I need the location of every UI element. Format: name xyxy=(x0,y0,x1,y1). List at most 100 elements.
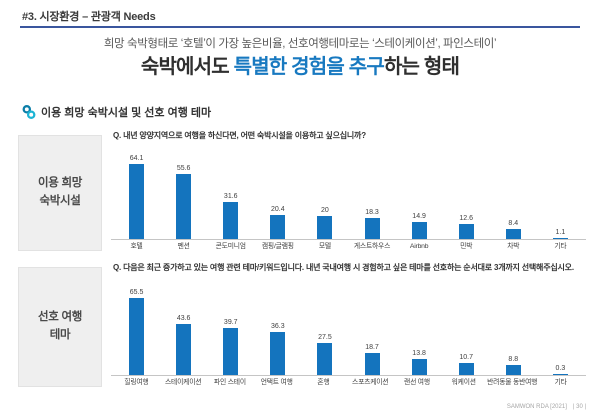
bar xyxy=(129,163,145,240)
chart-body: Q. 다음은 최근 증가하고 있는 여행 관련 테마/키워드입니다. 내년 국내… xyxy=(111,261,586,387)
title-suffix: 하는 형태 xyxy=(383,56,460,78)
bar-column: 65.5 xyxy=(113,288,160,376)
page-kicker: #3. 시장환경 – 관광객 Needs xyxy=(22,11,156,23)
slide-subtitle: 희망 숙박형태로 ‘호텔’이 가장 높은비율, 선호여행테마로는 ‘스테이케이션… xyxy=(103,38,497,50)
bar-value-label: 20.4 xyxy=(271,206,285,214)
bar-value-label: 0.3 xyxy=(555,364,566,372)
bar-category-label: 워케이션 xyxy=(451,379,476,387)
bar-column: 14.9 xyxy=(396,213,443,240)
bar-value-label: 55.6 xyxy=(176,164,191,172)
bar-value-label: 18.3 xyxy=(365,208,379,216)
bar xyxy=(317,342,333,376)
bar-column: 20.4 xyxy=(254,206,301,240)
bar xyxy=(552,237,568,240)
bar-column: 1.1 xyxy=(537,229,584,240)
bar xyxy=(223,201,239,240)
bar-category-label: 반려동물 동반여행 xyxy=(487,379,538,387)
bar xyxy=(176,323,192,376)
bar xyxy=(317,215,333,240)
linked-circles-icon xyxy=(22,105,36,119)
bar-column: 31.6 xyxy=(207,192,254,240)
header-divider xyxy=(20,26,580,28)
bar-category-label: 호텔 xyxy=(130,243,143,251)
chart-travel-theme: 선호 여행 테마 Q. 다음은 최근 증가하고 있는 여행 관련 테마/키워드입… xyxy=(18,261,586,387)
slide-title: 숙박에서도 특별한 경험을 추구하는 형태 xyxy=(0,50,600,79)
bar xyxy=(364,353,380,376)
bar-plot: 64.1 55.6 31.6 20.4 20 18.3 14.9 12.6 8.4 1.1 xyxy=(111,141,586,241)
bar-category-label: 민박 xyxy=(460,243,473,251)
bar-column: 12.6 xyxy=(443,215,490,240)
bar-category-label: 스포츠케이션 xyxy=(352,379,389,387)
bar-column: 10.7 xyxy=(443,354,490,376)
side-label-line: 선호 여행 xyxy=(37,311,82,324)
title-prefix: 숙박에서도 xyxy=(140,56,234,78)
bar-value-label: 64.1 xyxy=(129,154,144,162)
bar-category-label: 혼행 xyxy=(317,379,330,387)
footer-source: SAMWON RDA [2021] xyxy=(506,404,567,410)
bar xyxy=(458,362,474,376)
bar-column: 8.8 xyxy=(490,355,537,376)
bar-column: 8.4 xyxy=(490,220,537,240)
bar-category-label: 펜션 xyxy=(177,243,190,251)
bar-value-label: 1.1 xyxy=(555,228,566,236)
bar-column: 64.1 xyxy=(113,155,160,240)
footer-page-number: | 30 | xyxy=(572,404,586,410)
bar-value-label: 20 xyxy=(321,206,329,214)
bar-value-label: 43.6 xyxy=(176,314,191,322)
bar-category-label: 파인 스테이 xyxy=(213,379,246,387)
category-axis: 힐링여행 스테이케이션 파인 스테이 언택트 여행 혼행 스포츠케이션 랜선 여행 워케이션 반… xyxy=(111,379,586,387)
bar-value-label: 10.7 xyxy=(459,353,474,361)
section-title: 이용 희망 숙박시설 및 선호 여행 테마 xyxy=(41,107,212,119)
bar-value-label: 8.4 xyxy=(508,220,519,228)
bar-column: 36.3 xyxy=(254,323,301,376)
section-header: 이용 희망 숙박시설 및 선호 여행 테마 xyxy=(22,104,211,120)
bar-column: 18.7 xyxy=(348,344,395,376)
bar xyxy=(411,358,427,376)
bar-column: 20 xyxy=(301,207,348,240)
bar-category-label: 언택트 여행 xyxy=(260,379,293,387)
bar-category-label: 콘도미니엄 xyxy=(215,243,246,251)
bar-value-label: 13.8 xyxy=(412,349,426,357)
bar-value-label: 8.8 xyxy=(508,355,519,363)
bar xyxy=(505,229,521,240)
side-label-line: 테마 xyxy=(49,329,71,341)
chart-question: Q. 다음은 최근 증가하고 있는 여행 관련 테마/키워드입니다. 내년 국내… xyxy=(113,263,574,272)
side-label-line: 숙박시설 xyxy=(39,195,81,207)
bar-category-label: 캠핑/글램핑 xyxy=(261,243,294,251)
chart-body: Q. 내년 양양지역으로 여행을 하신다면, 어떤 숙박시설을 이용하고 싶으십… xyxy=(111,129,586,251)
bar xyxy=(411,221,427,240)
bar-value-label: 65.5 xyxy=(129,288,144,296)
category-axis: 호텔 펜션 콘도미니엄 캠핑/글램핑 모텔 게스트하우스 Airbnb 민박 차박 기타 xyxy=(111,243,586,251)
side-label-line: 이용 희망 xyxy=(37,177,82,190)
bar xyxy=(364,217,380,240)
bar-category-label: 힐링여행 xyxy=(124,379,149,387)
bar-category-label: 게스트하우스 xyxy=(353,243,391,251)
chart-accommodation: 이용 희망 숙박시설 Q. 내년 양양지역으로 여행을 하신다면, 어떤 숙박시… xyxy=(18,129,586,251)
bar-category-label: 기타 xyxy=(554,243,567,251)
bar-column: 0.3 xyxy=(537,365,584,376)
bar-value-label: 39.7 xyxy=(223,319,238,327)
bar-category-label: Airbnb xyxy=(409,243,429,251)
bar-column: 43.6 xyxy=(160,314,207,376)
charts-area: 이용 희망 숙박시설 Q. 내년 양양지역으로 여행을 하신다면, 어떤 숙박시… xyxy=(18,129,586,387)
bar-value-label: 31.6 xyxy=(223,192,238,200)
bar xyxy=(270,215,286,240)
bar-column: 18.3 xyxy=(348,209,395,240)
bar-column: 13.8 xyxy=(396,349,443,376)
chart-side-label-theme: 선호 여행 테마 xyxy=(18,267,102,387)
bar-category-label: 랜선 여행 xyxy=(404,379,430,387)
bar-value-label: 18.7 xyxy=(365,344,379,352)
bar-value-label: 14.9 xyxy=(412,212,426,220)
bar-category-label: 차박 xyxy=(507,243,520,251)
bar-value-label: 12.6 xyxy=(459,215,474,223)
bar-column: 39.7 xyxy=(207,319,254,376)
bar-category-label: 모텔 xyxy=(318,243,331,251)
bar-category-label: 스테이케이션 xyxy=(164,379,202,387)
bar-value-label: 36.3 xyxy=(271,323,285,331)
bar-value-label: 27.5 xyxy=(318,333,332,341)
bar xyxy=(129,297,145,376)
bar-plot: 65.5 43.6 39.7 36.3 27.5 18.7 13.8 10.7 8.8 0.3 xyxy=(111,273,586,377)
chart-question: Q. 내년 양양지역으로 여행을 하신다면, 어떤 숙박시설을 이용하고 싶으십… xyxy=(113,131,366,140)
page-footer: SAMWON RDA [2021] | 30 | xyxy=(507,404,586,410)
bar xyxy=(458,224,474,240)
